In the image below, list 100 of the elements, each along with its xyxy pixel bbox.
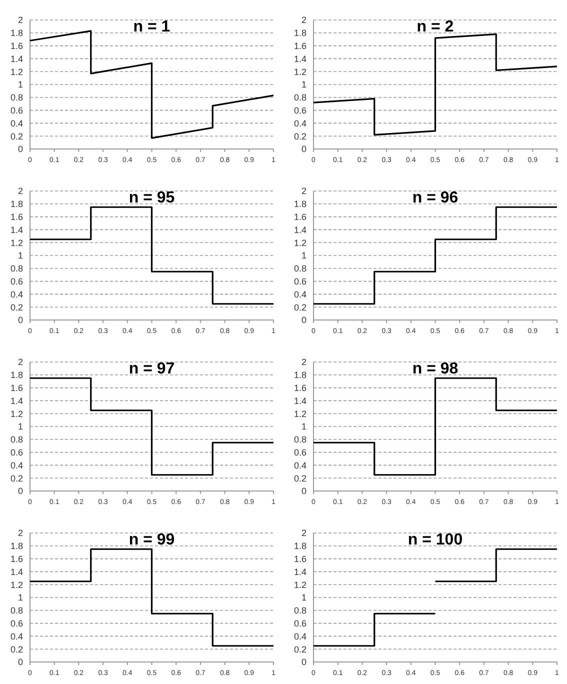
y-tick-label: 1.6 <box>294 382 306 393</box>
y-tick-label: 1.4 <box>294 224 306 235</box>
y-tick-label: 1.8 <box>10 541 23 552</box>
y-tick-label: 1 <box>18 80 23 90</box>
y-tick-label: 1 <box>301 592 306 603</box>
y-tick-label: 0.2 <box>10 473 23 484</box>
y-tick-label: 0.4 <box>10 289 23 300</box>
chart-title: n = 96 <box>412 190 458 207</box>
y-tick-label: 0.6 <box>10 105 23 116</box>
y-tick-label: 1.8 <box>294 370 306 380</box>
y-tick-label: 0.6 <box>10 447 23 458</box>
line-series <box>29 548 274 647</box>
y-tick-label: 1.4 <box>294 54 306 64</box>
y-tick-label: 1.8 <box>10 28 23 38</box>
y-tick-label: 0.8 <box>10 606 23 616</box>
y-tick-label: 1.2 <box>10 408 23 419</box>
chart-title: n = 2 <box>416 18 454 36</box>
y-tick-label: 1 <box>18 250 23 261</box>
y-tick-label: 1 <box>301 422 306 432</box>
chart-title: n = 95 <box>128 190 175 207</box>
y-tick-label: 0.6 <box>294 276 306 286</box>
y-tick-label: 0.8 <box>294 434 306 445</box>
y-tick-label: 0.6 <box>10 618 23 628</box>
chart-title: n = 1 <box>133 18 170 36</box>
y-tick-label: 2 <box>18 357 23 368</box>
chart-title: n = 99 <box>128 532 175 549</box>
y-tick-label: 0.2 <box>294 131 306 142</box>
y-tick-label: 0 <box>18 657 23 668</box>
y-tick-label: 0.6 <box>294 618 306 628</box>
y-tick-label: 1.8 <box>294 28 306 38</box>
line-series <box>29 206 274 305</box>
y-tick-label: 0.2 <box>294 473 306 484</box>
chart-title: n = 97 <box>128 360 175 378</box>
line-series <box>29 30 274 139</box>
y-tick-label: 0.4 <box>10 631 23 642</box>
y-tick-label: 0.8 <box>294 92 306 103</box>
y-tick-label: 1.8 <box>10 370 23 380</box>
y-tick-label: 0.4 <box>294 289 306 300</box>
y-tick-label: 0.2 <box>10 644 23 654</box>
line-series <box>312 377 558 476</box>
y-tick-label: 0.2 <box>294 302 306 312</box>
y-tick-label: 0.2 <box>10 302 23 312</box>
y-tick-label: 0 <box>301 657 306 668</box>
y-tick-label: 0.8 <box>294 264 306 274</box>
y-tick-label: 1.6 <box>294 212 306 222</box>
y-tick-label: 2 <box>18 528 23 538</box>
y-tick-label: 0 <box>301 486 306 496</box>
y-tick-label: 2 <box>301 357 306 368</box>
y-tick-label: 1 <box>301 80 306 90</box>
y-tick-label: 0.4 <box>294 631 306 642</box>
line-series <box>312 33 558 136</box>
y-tick-label: 1.6 <box>10 40 23 51</box>
y-tick-label: 1.4 <box>10 396 23 406</box>
y-tick-label: 1 <box>18 592 23 603</box>
y-tick-label: 1.6 <box>10 212 23 222</box>
y-tick-label: 1.2 <box>294 66 306 77</box>
y-tick-label: 0 <box>301 144 306 154</box>
y-tick-label: 0.4 <box>294 460 306 470</box>
y-tick-label: 1.6 <box>294 554 306 564</box>
y-tick-label: 1.6 <box>10 554 23 564</box>
y-tick-label: 1.6 <box>10 382 23 393</box>
y-tick-label: 0.8 <box>294 606 306 616</box>
y-tick-label: 1.8 <box>10 199 23 210</box>
y-tick-label: 0.2 <box>10 131 23 142</box>
y-tick-label: 1.6 <box>294 40 306 51</box>
y-tick-label: 1.2 <box>294 238 306 248</box>
y-tick-label: 2 <box>301 528 306 538</box>
line-series <box>29 377 274 476</box>
y-tick-label: 1.4 <box>294 396 306 406</box>
y-tick-label: 0.6 <box>294 105 306 116</box>
y-tick-label: 0.6 <box>10 276 23 286</box>
y-tick-label: 2 <box>301 15 306 26</box>
y-tick-label: 1.2 <box>294 408 306 419</box>
y-tick-label: 1 <box>301 250 306 261</box>
y-tick-label: 0.4 <box>10 460 23 470</box>
y-tick-label: 1.2 <box>10 238 23 248</box>
line-series <box>312 206 558 305</box>
y-tick-label: 0.8 <box>10 264 23 274</box>
y-tick-label: 1.4 <box>10 54 23 64</box>
y-tick-label: 1 <box>18 422 23 432</box>
y-tick-label: 1.2 <box>10 66 23 77</box>
y-tick-label: 0.4 <box>294 118 306 128</box>
y-tick-label: 0.2 <box>294 644 306 654</box>
y-tick-label: 0.8 <box>10 92 23 103</box>
y-tick-label: 1.2 <box>10 580 23 590</box>
y-tick-label: 1.4 <box>294 566 306 577</box>
chart-title: n = 98 <box>412 360 458 378</box>
y-tick-label: 1.2 <box>294 580 306 590</box>
y-tick-label: 0 <box>301 315 306 326</box>
y-tick-label: 1.4 <box>10 566 23 577</box>
y-tick-label: 0.4 <box>10 118 23 128</box>
y-tick-label: 1.8 <box>294 199 306 210</box>
y-tick-label: 0.6 <box>294 447 306 458</box>
y-tick-label: 0 <box>18 144 23 154</box>
y-tick-label: 0 <box>18 486 23 496</box>
y-tick-label: 2 <box>301 186 306 196</box>
y-tick-label: 0 <box>18 315 23 326</box>
y-tick-label: 0.8 <box>10 434 23 445</box>
y-tick-label: 2 <box>18 15 23 26</box>
y-tick-label: 1.4 <box>10 224 23 235</box>
